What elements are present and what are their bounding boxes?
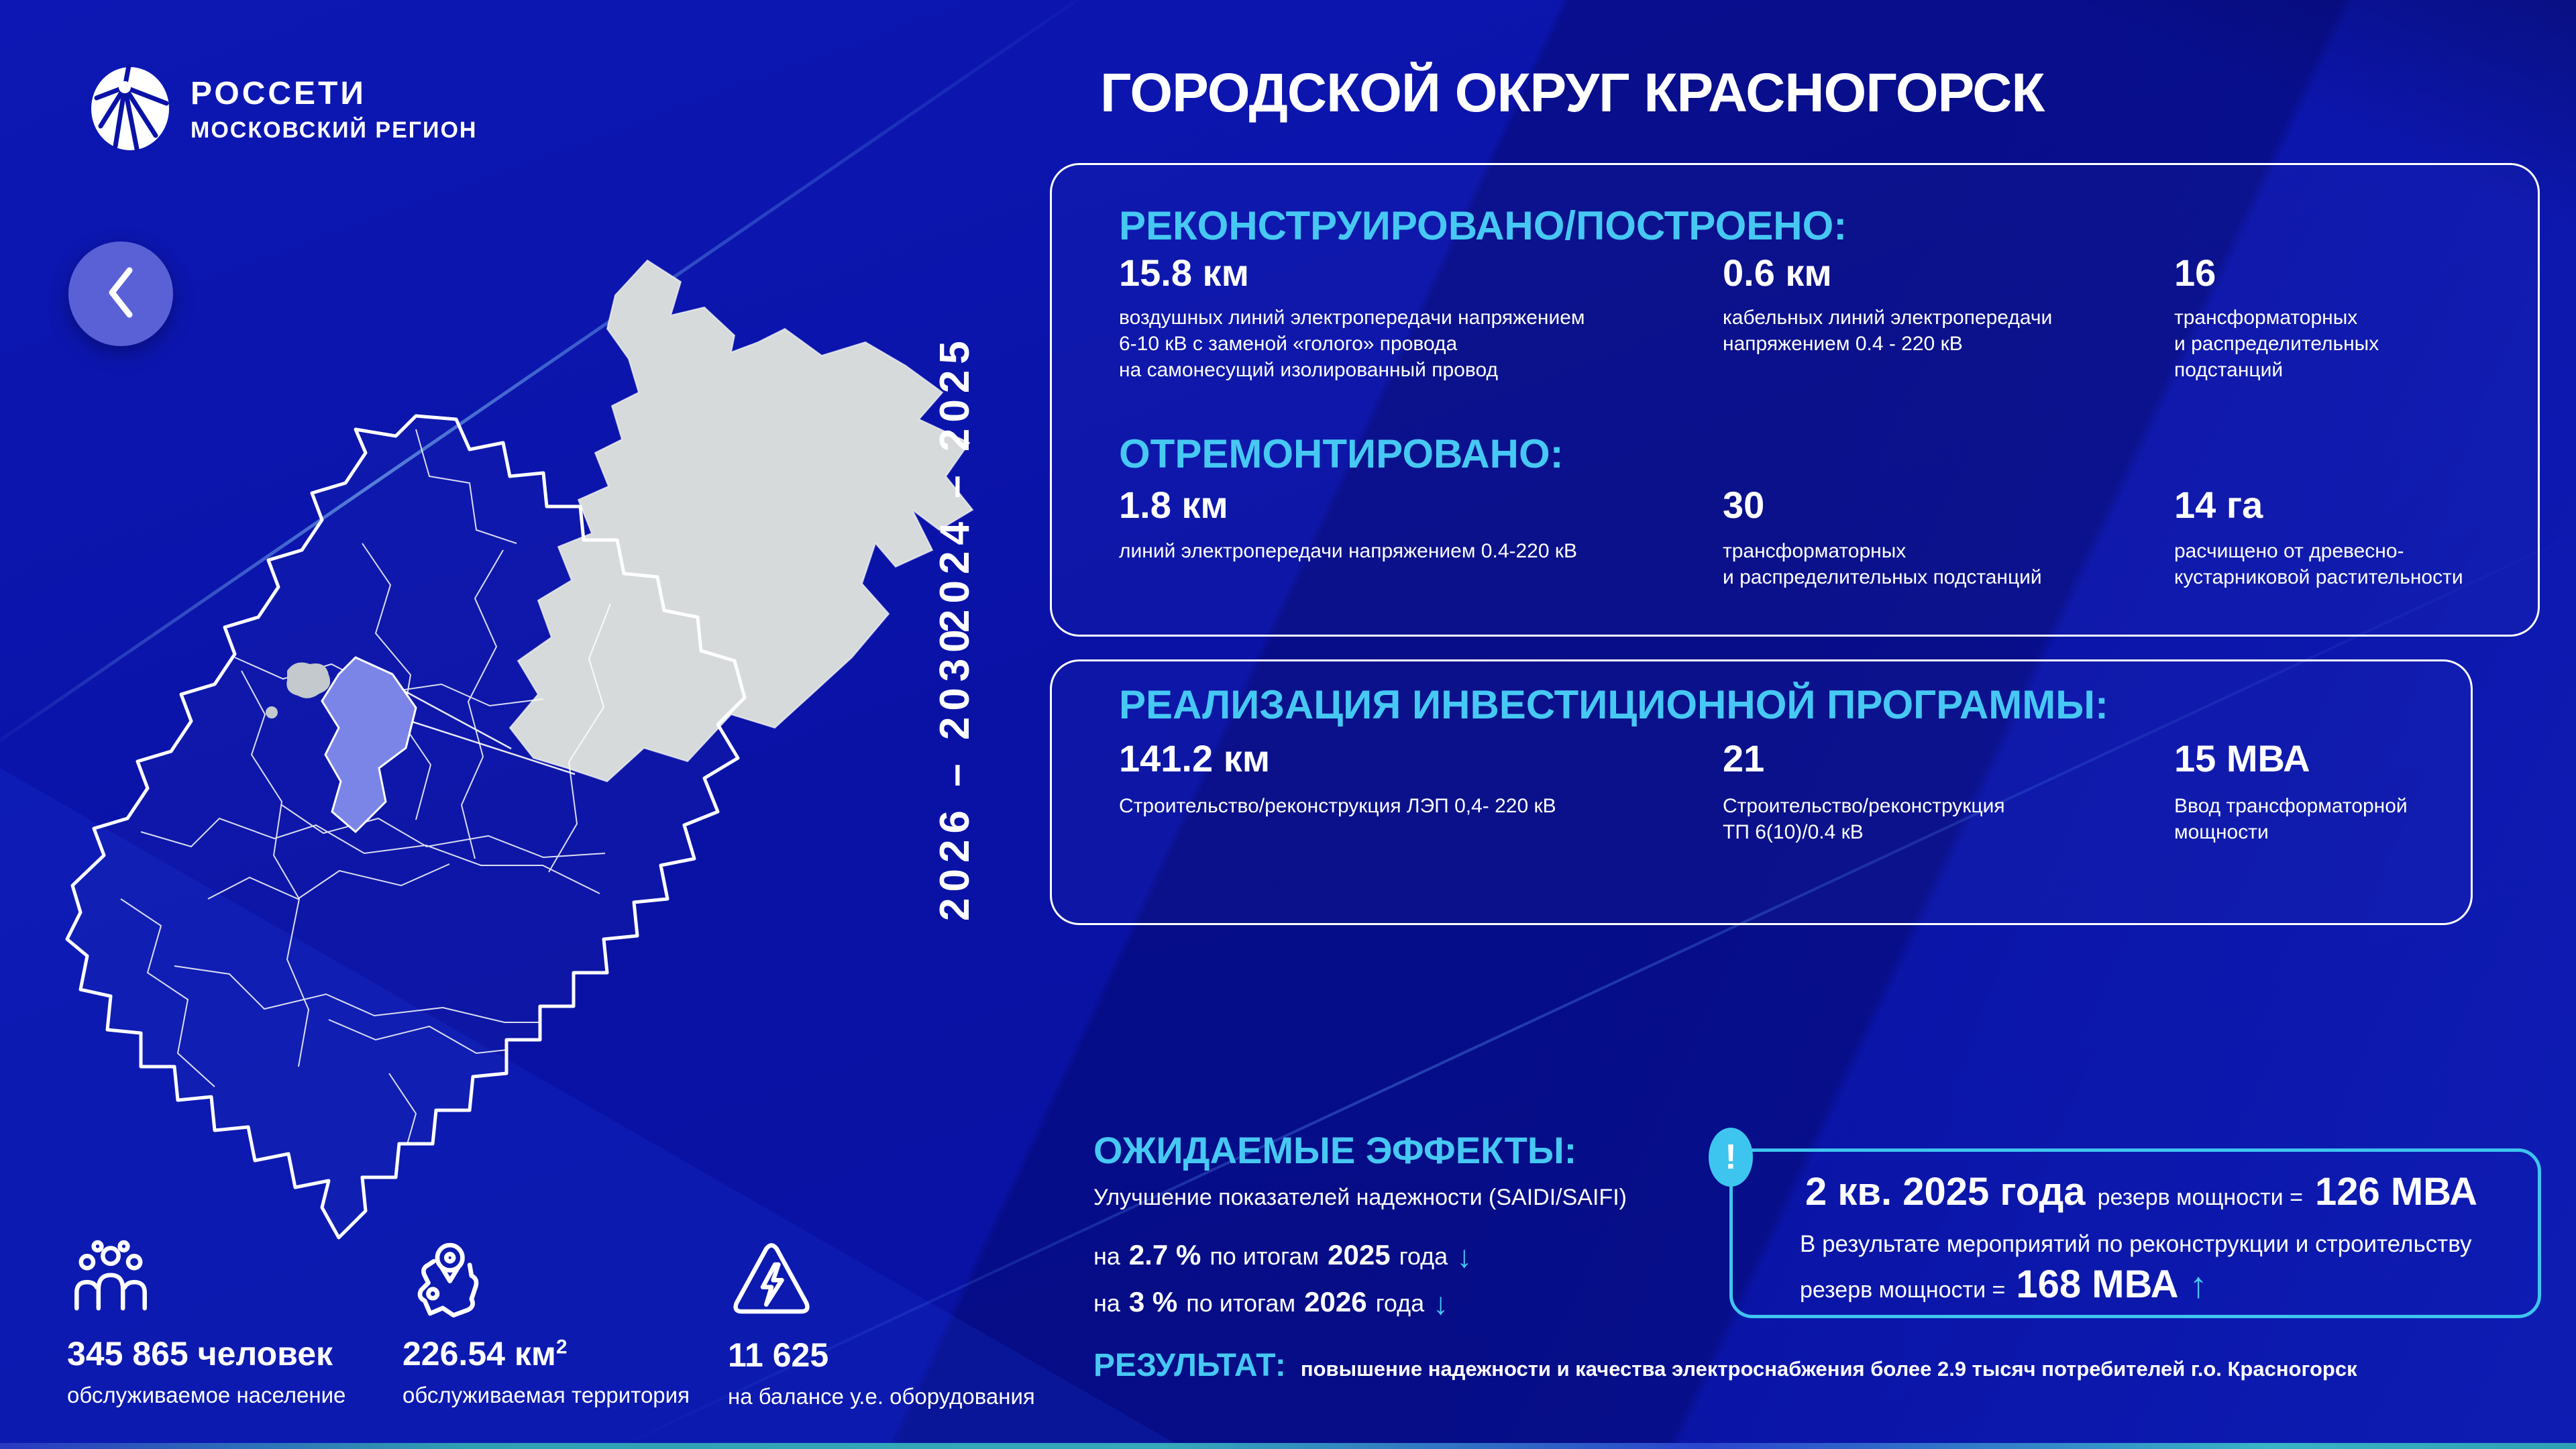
result-label: РЕЗУЛЬТАТ: (1093, 1348, 1286, 1383)
summary-value: 11 625 (728, 1336, 829, 1374)
people-icon (67, 1238, 345, 1322)
effects-value: 2.7 % (1128, 1239, 1201, 1271)
region-map (65, 259, 974, 1240)
stat-caption: трансформаторных и распределительных под… (2174, 307, 2379, 381)
effects-middle: по итогам (1186, 1289, 1296, 1317)
effects-prefix: на (1093, 1289, 1120, 1317)
summary-caption: обслуживаемая территория (402, 1383, 690, 1407)
callout-label: резерв мощности = (1800, 1277, 2006, 1303)
panel-2026-2030: РЕАЛИЗАЦИЯ ИНВЕСТИЦИОННОЙ ПРОГРАММЫ: 141… (1050, 659, 2473, 925)
callout-line-1: 2 кв. 2025 года резерв мощности = 126 МВ… (1805, 1169, 2477, 1214)
summary-value: 345 865 человек (67, 1335, 333, 1373)
result-text: повышение надежности и качества электрос… (1300, 1357, 2357, 1381)
callout-value-after: 168 МВА (2016, 1263, 2179, 1306)
section-heading-repaired: ОТРЕМОНТИРОВАНО: (1119, 431, 1564, 476)
result-line: РЕЗУЛЬТАТ: повышение надежности и качест… (1093, 1347, 2357, 1384)
stat-value: 141.2 км (1119, 737, 1271, 780)
effects-item-2025: на 2.7 % по итогам 2025 года ↓ (1093, 1236, 1472, 1274)
stat-value: 21 (1723, 737, 1765, 780)
down-arrow-icon: ↓ (1456, 1239, 1472, 1274)
summary-stat-population: 345 865 человек обслуживаемое население (67, 1238, 345, 1408)
brand-logo: РОССЕТИ МОСКОВСКИЙ РЕГИОН (87, 60, 477, 158)
section-heading-investment: РЕАЛИЗАЦИЯ ИНВЕСТИЦИОННОЙ ПРОГРАММЫ: (1119, 682, 2108, 727)
section-heading-rebuilt: РЕКОНСТРУИРОВАНО/ПОСТРОЕНО: (1119, 203, 1847, 248)
stat-caption: воздушных линий электропередачи напряжен… (1119, 307, 1585, 381)
up-arrow-icon: ↑ (2189, 1265, 2208, 1305)
callout-period: 2 кв. 2025 года (1805, 1170, 2086, 1214)
down-arrow-icon: ↓ (1433, 1286, 1449, 1321)
back-button[interactable] (68, 241, 173, 346)
exclamation-icon: ! (1709, 1128, 1753, 1187)
moscow-city-spot-2 (266, 706, 278, 718)
effects-middle: по итогам (1210, 1242, 1320, 1270)
stat-caption: трансформаторных и распределительных под… (1723, 540, 2042, 588)
territory-icon (402, 1234, 690, 1322)
callout-line-2: В результате мероприятий по реконструкци… (1800, 1231, 2472, 1257)
effects-suffix: года (1399, 1242, 1448, 1270)
stat-caption: линий электропередачи напряжением 0.4-22… (1119, 540, 1578, 562)
effects-subtitle: Улучшение показателей надежности (SAIDI/… (1093, 1185, 1627, 1210)
panel-2024-2025: РЕКОНСТРУИРОВАНО/ПОСТРОЕНО: 15.8 км возд… (1050, 163, 2540, 637)
brand-name: РОССЕТИ (191, 75, 366, 111)
effects-heading: ОЖИДАЕМЫЕ ЭФФЕКТЫ: (1093, 1129, 1577, 1171)
stat-value: 14 га (2174, 484, 2263, 526)
moscow-oblast-outline (65, 414, 747, 1240)
stat-value: 16 (2174, 252, 2216, 294)
stat-value: 15 МВА (2174, 737, 2310, 780)
summary-stat-equipment: 11 625 на балансе у.е. оборудования (728, 1238, 1035, 1409)
callout-value-before: 126 МВА (2314, 1170, 2478, 1214)
stat-caption: Строительство/реконструкция ЛЭП 0,4- 220… (1119, 795, 1556, 817)
effects-item-2026: на 3 % по итогам 2026 года ↓ (1093, 1283, 1449, 1321)
years-label-2026-2030: 2026 – 2030 (932, 623, 978, 921)
stat-value: 1.8 км (1119, 484, 1228, 526)
stat-value: 0.6 км (1723, 252, 1832, 294)
summary-value: 226.54 км2 (402, 1335, 568, 1373)
summary-caption: обслуживаемое население (67, 1383, 346, 1407)
brand-text: РОССЕТИ МОСКОВСКИЙ РЕГИОН (191, 75, 477, 144)
brand-region: МОСКОВСКИЙ РЕГИОН (191, 117, 478, 143)
years-label-2024-2025: 2024 – 2025 (932, 335, 978, 633)
stat-caption: расчищено от древесно- кустарниковой рас… (2174, 540, 2463, 588)
district-borders (120, 429, 611, 1161)
stat-caption: кабельных линий электропередачи напряжен… (1723, 307, 2053, 355)
summary-caption: на балансе у.е. оборудования (728, 1384, 1035, 1409)
stat-value: 15.8 км (1119, 252, 1250, 294)
effects-year: 2026 (1304, 1286, 1367, 1318)
effects-suffix: года (1375, 1289, 1425, 1317)
effects-value: 3 % (1128, 1286, 1178, 1318)
stat-caption: Ввод трансформаторной мощности (2174, 795, 2408, 843)
summary-stat-territory: 226.54 км2 обслуживаемая территория (402, 1234, 690, 1408)
rosseti-logo-icon (87, 60, 173, 158)
superscript: 2 (555, 1336, 568, 1358)
reserve-capacity-callout: ! 2 кв. 2025 года резерв мощности = 126 … (1709, 1128, 2541, 1318)
stat-value: 30 (1723, 484, 1765, 526)
krasnogorsk-district-highlight (321, 656, 417, 834)
callout-label: резерв мощности = (2097, 1185, 2303, 1210)
bottom-accent-strip (0, 1443, 2576, 1449)
page-title: ГОРОДСКОЙ ОКРУГ КРАСНОГОРСК (1100, 62, 2045, 123)
callout-line-3: резерв мощности = 168 МВА ↑ (1800, 1262, 2208, 1307)
equipment-icon (728, 1238, 1035, 1324)
effects-prefix: на (1093, 1242, 1120, 1270)
chevron-left-icon (97, 262, 144, 326)
stat-caption: Строительство/реконструкция ТП 6(10)/0.4… (1723, 795, 2005, 843)
moscow-city-spot (286, 662, 331, 698)
effects-year: 2025 (1328, 1239, 1391, 1271)
